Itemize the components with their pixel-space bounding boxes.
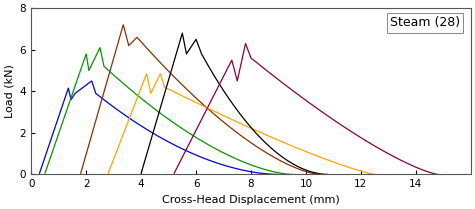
- Text: Steam (28): Steam (28): [390, 17, 460, 29]
- X-axis label: Cross-Head Displacement (mm): Cross-Head Displacement (mm): [162, 195, 340, 205]
- Y-axis label: Load (kN): Load (kN): [4, 64, 14, 118]
